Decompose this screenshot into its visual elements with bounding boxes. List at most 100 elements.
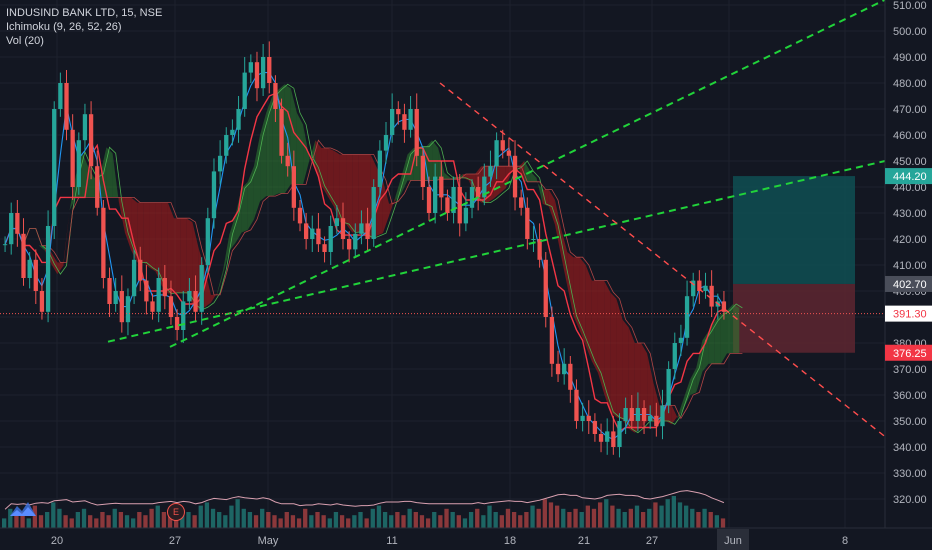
candle-body: [353, 233, 358, 250]
candle-body: [322, 244, 327, 252]
volume-bar: [284, 512, 289, 528]
candle-body: [525, 207, 530, 239]
candle-body: [2, 244, 8, 246]
volume-bar: [518, 515, 523, 528]
ichimoku-cloud-segment: [303, 124, 310, 185]
volume-bar: [161, 512, 167, 528]
volume-bar: [401, 515, 406, 528]
tradingview-logo-icon: [10, 502, 36, 516]
volume-bar: [296, 518, 302, 528]
ichimoku-cloud-segment: [665, 405, 672, 425]
candle-body: [592, 421, 598, 434]
candle-body: [15, 213, 20, 234]
volume-bar: [69, 518, 74, 528]
price-tick-label: 480.00: [893, 78, 927, 90]
volume-bar: [309, 515, 314, 528]
candle-body: [64, 83, 69, 130]
candle-body: [549, 317, 555, 364]
volume-bar: [548, 502, 554, 528]
volume-bar: [241, 508, 246, 528]
candle-body: [328, 226, 333, 252]
ichimoku-cloud-segment: [186, 218, 193, 304]
candle-body: [162, 278, 167, 297]
volume-bar: [524, 512, 529, 528]
ichimoku-cloud-segment: [266, 96, 273, 197]
ichimoku-cloud-segment: [542, 189, 549, 207]
ichimoku-cloud-segment: [352, 154, 359, 233]
candle-body: [9, 213, 14, 245]
volume-bar: [536, 508, 541, 528]
volume-bar: [444, 508, 449, 528]
time-label-highlight: [717, 529, 749, 550]
volume-bar: [622, 512, 627, 528]
candle-body: [641, 408, 647, 421]
candle-body: [82, 114, 88, 141]
ichimoku-cloud-segment: [524, 161, 531, 182]
ichimoku-cloud-segment: [622, 319, 629, 429]
symbol-title[interactable]: INDUSIND BANK LTD, 15, NSE: [6, 7, 163, 19]
candle-body: [187, 291, 192, 302]
price-badge-label: 402.70: [893, 279, 927, 291]
volume-bar: [475, 508, 480, 528]
candle-body: [623, 408, 628, 421]
candle-body: [285, 155, 290, 167]
candle-body: [125, 296, 131, 323]
candle-body: [138, 259, 143, 281]
target-zone: [733, 176, 855, 284]
candle-body: [654, 415, 659, 427]
price-badge-label: 391.30: [893, 309, 927, 321]
volume-bar: [462, 518, 468, 528]
ichimoku-cloud-segment: [180, 218, 187, 293]
volume-bar: [671, 496, 677, 528]
candle-body: [383, 135, 389, 151]
ichimoku-legend[interactable]: Ichimoku (9, 26, 52, 26): [6, 21, 122, 33]
earnings-event-marker[interactable]: E: [167, 503, 185, 521]
candle-body: [340, 218, 346, 239]
candle-body: [310, 228, 315, 239]
volume-bar: [567, 512, 572, 528]
ichimoku-cloud-segment: [149, 202, 156, 272]
volume-bar: [647, 508, 652, 528]
price-axis: [885, 0, 932, 550]
ichimoku-cloud-segment: [702, 331, 709, 372]
volume-bar: [653, 502, 658, 528]
candle-body: [445, 197, 450, 213]
time-tick-label: 11: [386, 535, 397, 547]
volume-bar: [247, 512, 253, 528]
ichimoku-cloud-segment: [358, 154, 365, 235]
volume-bar: [112, 508, 117, 528]
candle-body: [433, 176, 438, 213]
ichimoku-cloud-segment: [137, 202, 144, 263]
volume-legend[interactable]: Vol (20): [6, 35, 44, 47]
ichimoku-cloud-segment: [407, 148, 414, 181]
ichimoku-cloud-segment: [677, 397, 684, 419]
candle-body: [451, 187, 456, 213]
candle-body: [70, 129, 75, 187]
volume-bar: [346, 518, 351, 528]
ichimoku-cloud-segment: [253, 135, 261, 220]
ichimoku-cloud-segment: [610, 292, 617, 418]
candle-body: [39, 291, 45, 312]
candle-body: [494, 140, 499, 167]
volume-bar: [253, 515, 259, 528]
candle-body: [316, 228, 321, 245]
volume-bar: [278, 518, 283, 528]
candle-body: [506, 150, 512, 156]
candle-body: [58, 83, 63, 109]
candle-body: [519, 197, 524, 208]
candle-body: [463, 207, 469, 224]
ichimoku-cloud-segment: [616, 298, 623, 420]
volume-bar: [511, 512, 517, 528]
ichimoku-cloud-segment: [339, 154, 347, 225]
volume-bar: [198, 505, 203, 528]
candle-body: [334, 218, 340, 226]
volume-bar: [8, 508, 13, 528]
time-tick-label: May: [258, 535, 279, 547]
volume-bar: [554, 505, 560, 528]
volume-bar: [696, 512, 701, 528]
price-tick-label: 430.00: [893, 208, 927, 220]
candle-body: [21, 233, 26, 278]
ichimoku-cloud-segment: [364, 154, 371, 239]
volume-bar: [260, 508, 265, 528]
